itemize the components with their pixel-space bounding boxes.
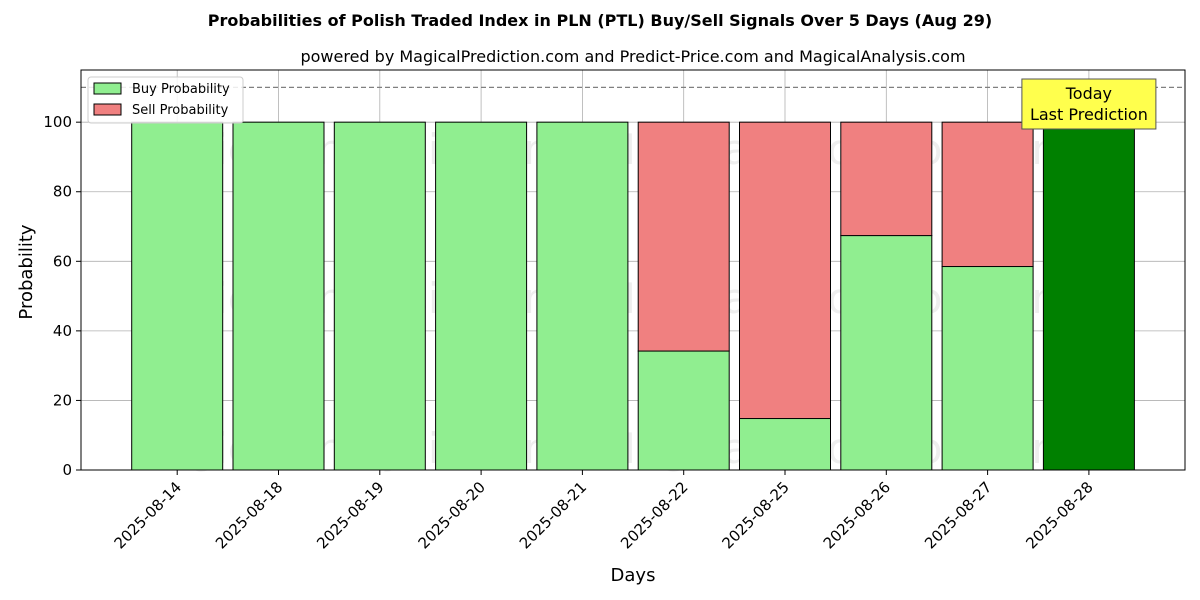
x-tick-label: 2025-08-22: [617, 478, 691, 552]
annotation-box: [1021, 78, 1157, 130]
y-tick-label: 80: [53, 183, 72, 201]
annotation-text: Today: [1065, 84, 1112, 103]
legend-label: Sell Probability: [132, 103, 229, 118]
plot-area: 020406080100MagicalAnalysis.comMagicalPr…: [43, 69, 1186, 552]
y-tick-label: 0: [62, 461, 72, 479]
plot-frame: [80, 69, 1186, 471]
bar-buy: [637, 350, 730, 471]
x-tick-label: 2025-08-26: [820, 478, 894, 552]
bar-sell: [840, 121, 933, 237]
bar-sell: [941, 121, 1034, 268]
legend-swatch: [93, 82, 122, 95]
legend-swatch: [93, 103, 122, 116]
bar-buy: [435, 121, 528, 471]
bar-buy: [536, 121, 629, 471]
x-tick-label: 2025-08-28: [1022, 478, 1096, 552]
legend-box: [87, 76, 244, 124]
x-tick-label: 2025-08-18: [212, 478, 286, 552]
y-axis-label: Probability: [16, 224, 37, 319]
x-tick-label: 2025-08-21: [516, 478, 590, 552]
x-tick-label: 2025-08-19: [313, 478, 387, 552]
chart-title: Probabilities of Polish Traded Index in …: [208, 11, 992, 30]
x-tick-label: 2025-08-25: [718, 478, 792, 552]
x-tick-label: 2025-08-27: [921, 478, 995, 552]
bar-buy: [232, 121, 325, 471]
bar-sell: [637, 121, 730, 352]
bar-buy: [840, 235, 933, 471]
bar-buy: [131, 121, 224, 471]
bar-buy: [1042, 121, 1135, 471]
bar-buy: [739, 418, 831, 471]
y-tick-label: 100: [43, 113, 72, 131]
x-tick-label: 2025-08-20: [415, 478, 489, 552]
x-tick-label: 2025-08-14: [111, 478, 185, 552]
bar-buy: [333, 121, 426, 471]
bar-buy: [941, 266, 1034, 471]
annotation-text: Last Prediction: [1030, 105, 1148, 124]
legend-label: Buy Probability: [132, 82, 230, 97]
y-tick-label: 60: [53, 252, 72, 270]
bar-sell: [739, 121, 831, 420]
y-tick-label: 20: [53, 391, 72, 409]
y-tick-label: 40: [53, 322, 72, 340]
x-axis-label: Days: [611, 565, 656, 586]
chart-subtitle: powered by MagicalPrediction.com and Pre…: [300, 47, 965, 66]
